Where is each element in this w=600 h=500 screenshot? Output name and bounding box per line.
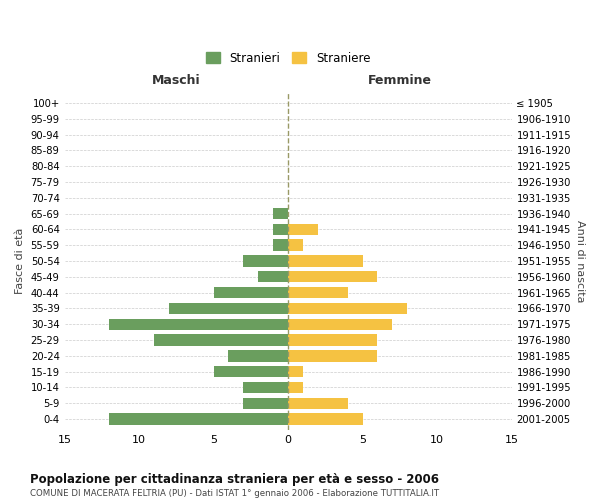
Bar [273,208,288,220]
Bar [288,382,303,393]
Text: COMUNE DI MACERATA FELTRIA (PU) - Dati ISTAT 1° gennaio 2006 - Elaborazione TUTT: COMUNE DI MACERATA FELTRIA (PU) - Dati I… [30,489,439,498]
Bar [288,366,303,378]
Bar [288,224,318,235]
Y-axis label: Anni di nascita: Anni di nascita [575,220,585,302]
Bar [288,318,392,330]
Bar [169,302,288,314]
Bar [288,256,362,266]
Bar [229,350,288,362]
Bar [109,414,288,425]
Y-axis label: Fasce di età: Fasce di età [15,228,25,294]
Bar [154,334,288,345]
Bar [258,271,288,282]
Text: Femmine: Femmine [368,74,432,87]
Bar [273,224,288,235]
Bar [288,302,407,314]
Bar [288,287,347,298]
Bar [244,382,288,393]
Bar [244,398,288,409]
Bar [214,287,288,298]
Bar [288,240,303,251]
Bar [288,334,377,345]
Text: Popolazione per cittadinanza straniera per età e sesso - 2006: Popolazione per cittadinanza straniera p… [30,472,439,486]
Bar [244,256,288,266]
Bar [214,366,288,378]
Text: Maschi: Maschi [152,74,200,87]
Bar [109,318,288,330]
Bar [288,414,362,425]
Legend: Stranieri, Straniere: Stranieri, Straniere [201,47,375,70]
Bar [288,350,377,362]
Bar [288,398,347,409]
Bar [288,271,377,282]
Bar [273,240,288,251]
